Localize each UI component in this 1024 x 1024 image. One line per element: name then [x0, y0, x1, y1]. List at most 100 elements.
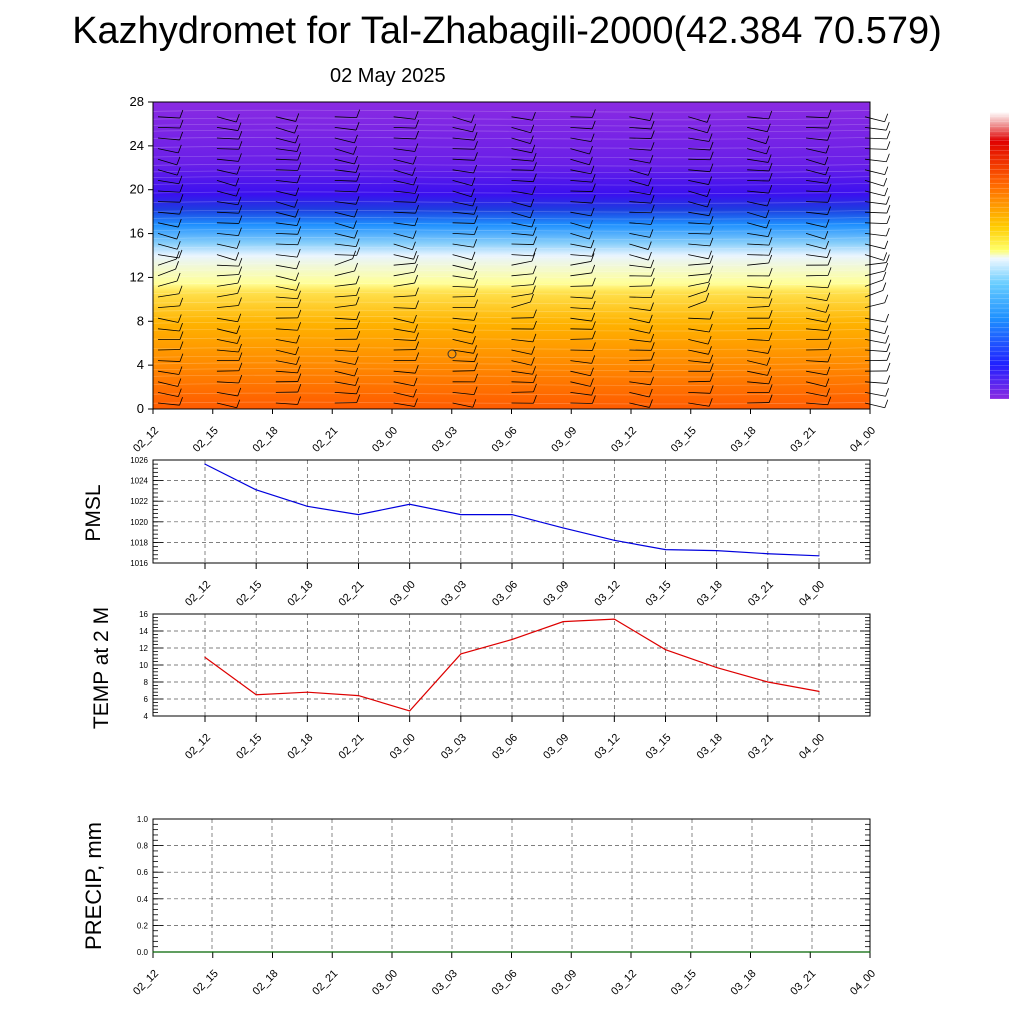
- wind-barb: [275, 148, 298, 152]
- wind-barb-flag: [707, 124, 711, 133]
- contour-line: [152, 368, 871, 371]
- wind-barb: [864, 116, 885, 123]
- wind-barb: [864, 201, 887, 205]
- wind-barb-flag: [179, 322, 183, 332]
- wind-barb-flag: [768, 332, 773, 341]
- wind-barb-flag: [356, 311, 360, 320]
- wind-barb-flag: [649, 325, 653, 334]
- wind-barb: [216, 339, 238, 344]
- wind-barb-flag: [768, 172, 773, 182]
- wind-barb: [806, 254, 828, 258]
- wind-barb-flag: [415, 332, 419, 341]
- wind-barb: [452, 243, 474, 248]
- wind-barb-flag: [650, 363, 655, 373]
- wind-barb-flag: [591, 248, 596, 257]
- wind-barb: [157, 148, 179, 154]
- wind-barb-flag: [415, 341, 420, 350]
- precip-ytick-label: 0.8: [137, 842, 149, 851]
- wind-barb: [393, 295, 416, 298]
- wind-barb-flag: [356, 247, 361, 256]
- wind-barb: [334, 349, 357, 353]
- precip-point: [630, 951, 632, 953]
- precip-point: [809, 951, 811, 953]
- temp-ylabel: TEMP at 2 M: [90, 607, 113, 729]
- wind-barb-flag: [650, 277, 655, 286]
- wind-barb-flag: [178, 366, 183, 375]
- wind-barb: [805, 169, 826, 176]
- wind-barb-flag: [532, 112, 536, 121]
- wind-barb-flag: [295, 346, 300, 355]
- contour-line: [152, 201, 871, 204]
- contour-line: [152, 263, 871, 266]
- wind-barb-flag: [649, 399, 653, 408]
- wind-barb: [747, 243, 770, 246]
- wind-barb-flag: [886, 141, 891, 150]
- wind-barb: [806, 201, 829, 203]
- wind-barb-flag: [297, 364, 301, 374]
- wind-barb-flag: [884, 187, 889, 197]
- wind-barb: [157, 190, 180, 193]
- wind-barb-flag: [474, 299, 478, 308]
- wind-barb-flag: [768, 298, 773, 307]
- precip-ytick-label: 0.2: [137, 921, 149, 930]
- wind-barb: [688, 339, 709, 345]
- wind-barb-flag: [238, 297, 242, 306]
- wind-barb: [452, 180, 473, 186]
- wind-barb-flag: [824, 156, 829, 166]
- wind-barb-flag: [882, 282, 887, 291]
- wind-barb: [216, 169, 238, 175]
- wind-barb-flag: [471, 177, 476, 186]
- wind-barb: [747, 190, 769, 194]
- wind-barb: [157, 317, 179, 323]
- wind-barb-flag: [297, 151, 302, 161]
- wind-barb-flag: [827, 194, 832, 203]
- wind-barb: [629, 381, 651, 386]
- wind-barb: [747, 116, 769, 120]
- wind-barb-flag: [353, 146, 357, 155]
- wind-barb-flag: [530, 209, 534, 218]
- wind-barb: [393, 370, 416, 374]
- precip-xtick-label: 03_03: [430, 968, 460, 998]
- wind-barb: [216, 158, 239, 162]
- wind-barb: [747, 137, 767, 145]
- temp-xtick-label: 03_21: [746, 732, 776, 762]
- wind-barb-flag: [826, 292, 831, 301]
- wind-barb-flag: [414, 217, 419, 226]
- section-ytick-label: 28: [130, 94, 144, 109]
- wind-barb-flag: [886, 352, 891, 361]
- section-xtick-label: 03_03: [430, 425, 460, 455]
- wind-barb: [629, 137, 652, 139]
- wind-barb-flag: [179, 397, 183, 406]
- precip-point: [212, 951, 214, 953]
- wind-barb: [806, 286, 828, 289]
- wind-barb-flag: [827, 183, 832, 193]
- wind-barb: [629, 339, 651, 343]
- wind-barb-flag: [238, 266, 243, 275]
- wind-barb: [275, 254, 298, 258]
- wind-barb-flag: [356, 173, 361, 182]
- wind-barb: [157, 243, 178, 250]
- wind-barb: [334, 270, 355, 277]
- wind-barb: [511, 284, 534, 287]
- wind-barb: [570, 180, 593, 183]
- wind-barb: [452, 402, 473, 408]
- wind-barb-flag: [414, 185, 419, 194]
- wind-barb-flag: [295, 272, 300, 281]
- wind-barb-flag: [826, 175, 831, 184]
- wind-barb: [570, 211, 592, 217]
- wind-barb-flag: [827, 119, 832, 129]
- contour-line: [152, 347, 871, 350]
- wind-barb-flag: [706, 282, 710, 292]
- wind-barb-flag: [886, 375, 891, 384]
- wind-barb-flag: [768, 236, 773, 246]
- wind-barb-flag: [414, 143, 419, 152]
- wind-barb: [511, 260, 533, 266]
- wind-barb: [216, 243, 238, 249]
- wind-barb: [393, 190, 416, 194]
- wind-barb: [157, 402, 180, 406]
- temp-point: [357, 695, 360, 697]
- wind-barb-flag: [473, 164, 478, 174]
- wind-barb: [688, 211, 710, 217]
- precip-xtick-label: 02_18: [251, 968, 281, 998]
- wind-barb: [216, 292, 238, 298]
